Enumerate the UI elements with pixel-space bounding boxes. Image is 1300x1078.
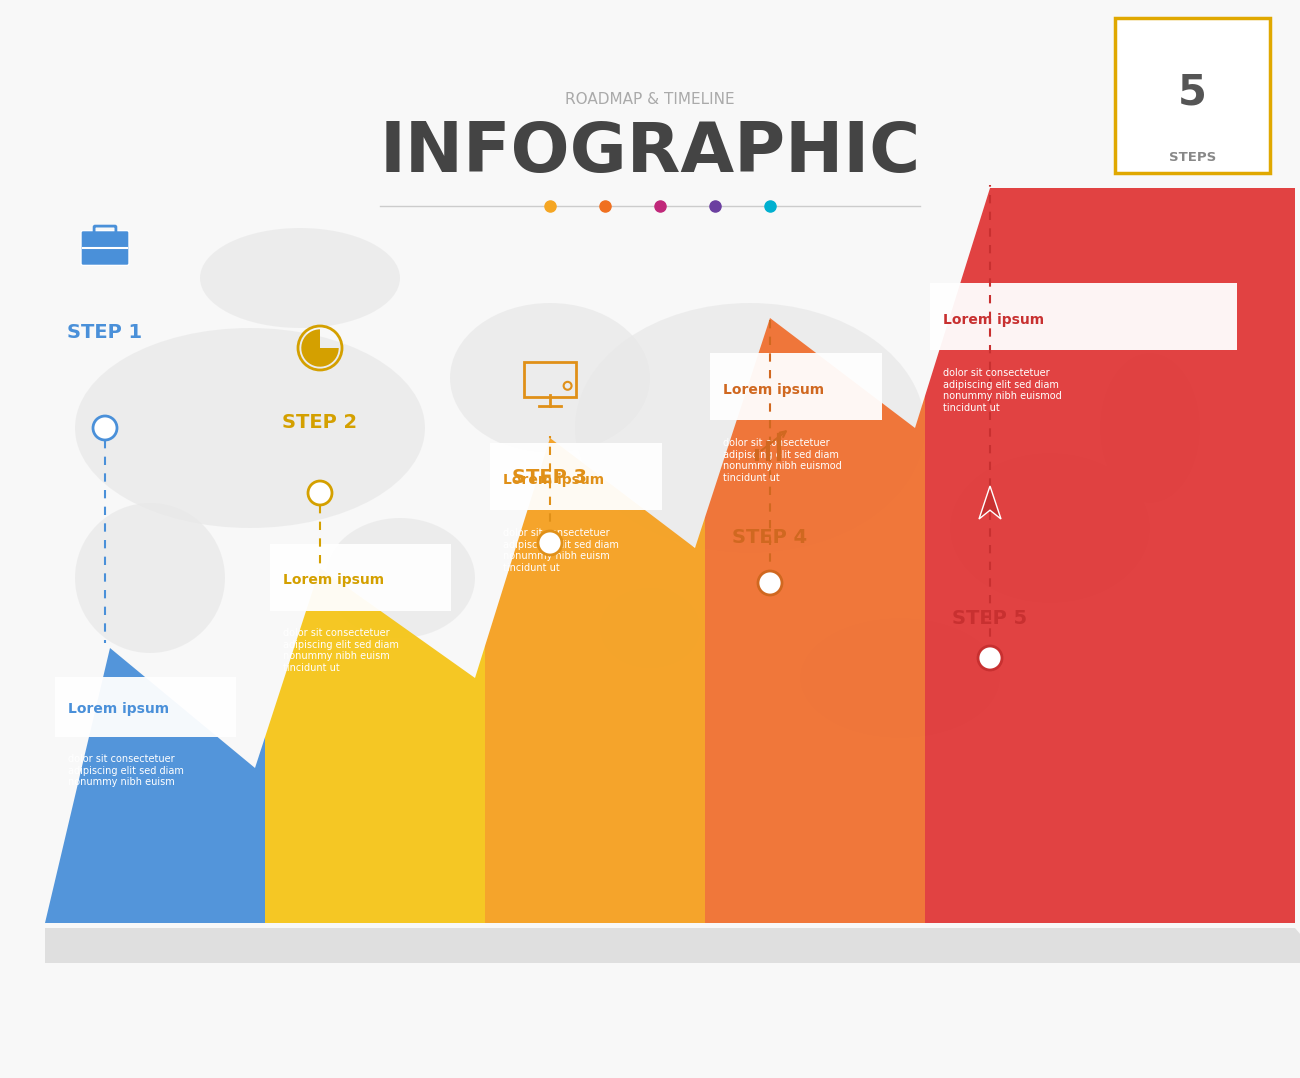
Ellipse shape [1100, 353, 1200, 503]
Text: dolor sit consectetuer
adipiscing elit sed diam
nonummy nibh euism: dolor sit consectetuer adipiscing elit s… [68, 754, 183, 787]
Ellipse shape [325, 519, 474, 638]
Text: Lorem ipsum: Lorem ipsum [942, 313, 1044, 327]
Ellipse shape [75, 328, 425, 528]
Text: 5: 5 [1178, 72, 1206, 114]
Polygon shape [485, 438, 705, 923]
FancyBboxPatch shape [81, 231, 129, 265]
Text: STEP 1: STEP 1 [68, 323, 143, 343]
Text: STEP 3: STEP 3 [512, 469, 588, 487]
FancyBboxPatch shape [930, 284, 1238, 350]
Polygon shape [979, 486, 1001, 519]
Ellipse shape [575, 303, 926, 553]
Circle shape [758, 571, 783, 595]
Polygon shape [46, 648, 265, 923]
Text: dolor sit consectetuer
adipiscing elit sed diam
nonummy nibh euism
tincidunt ut: dolor sit consectetuer adipiscing elit s… [503, 528, 619, 572]
Circle shape [308, 481, 332, 505]
Text: STEP 4: STEP 4 [732, 528, 807, 548]
FancyBboxPatch shape [710, 354, 881, 420]
Polygon shape [705, 318, 926, 923]
Ellipse shape [950, 453, 1150, 603]
FancyBboxPatch shape [1115, 18, 1270, 172]
Circle shape [94, 416, 117, 440]
Ellipse shape [800, 618, 1000, 738]
Text: STEPS: STEPS [1169, 152, 1216, 165]
Text: INFOGRAPHIC: INFOGRAPHIC [380, 120, 920, 186]
Circle shape [538, 531, 562, 555]
Wedge shape [302, 329, 339, 367]
Ellipse shape [75, 503, 225, 653]
Ellipse shape [601, 588, 699, 668]
Text: dolor sit consectetuer
adipiscing elit sed diam
nonummy nibh euismod
tincidunt u: dolor sit consectetuer adipiscing elit s… [942, 368, 1062, 413]
FancyBboxPatch shape [270, 543, 451, 610]
Text: STEP 5: STEP 5 [953, 608, 1027, 627]
Text: dolor sit consectetuer
adipiscing elit sed diam
nonummy nibh euismod
tincidunt u: dolor sit consectetuer adipiscing elit s… [723, 438, 842, 483]
Text: Lorem ipsum: Lorem ipsum [283, 573, 383, 588]
Text: Lorem ipsum: Lorem ipsum [723, 383, 824, 397]
Text: ROADMAP & TIMELINE: ROADMAP & TIMELINE [566, 93, 734, 108]
Text: Lorem ipsum: Lorem ipsum [503, 473, 604, 487]
Ellipse shape [450, 303, 650, 453]
Polygon shape [926, 188, 1295, 923]
Polygon shape [46, 928, 1300, 963]
Text: Lorem ipsum: Lorem ipsum [68, 703, 169, 717]
Ellipse shape [200, 229, 400, 328]
Polygon shape [265, 568, 485, 923]
Text: dolor sit consectetuer
adipiscing elit sed diam
nonummy nibh euism
tincidunt ut: dolor sit consectetuer adipiscing elit s… [283, 628, 399, 673]
Text: STEP 2: STEP 2 [282, 414, 358, 432]
FancyBboxPatch shape [490, 443, 662, 511]
FancyBboxPatch shape [55, 677, 237, 736]
Circle shape [978, 646, 1002, 671]
